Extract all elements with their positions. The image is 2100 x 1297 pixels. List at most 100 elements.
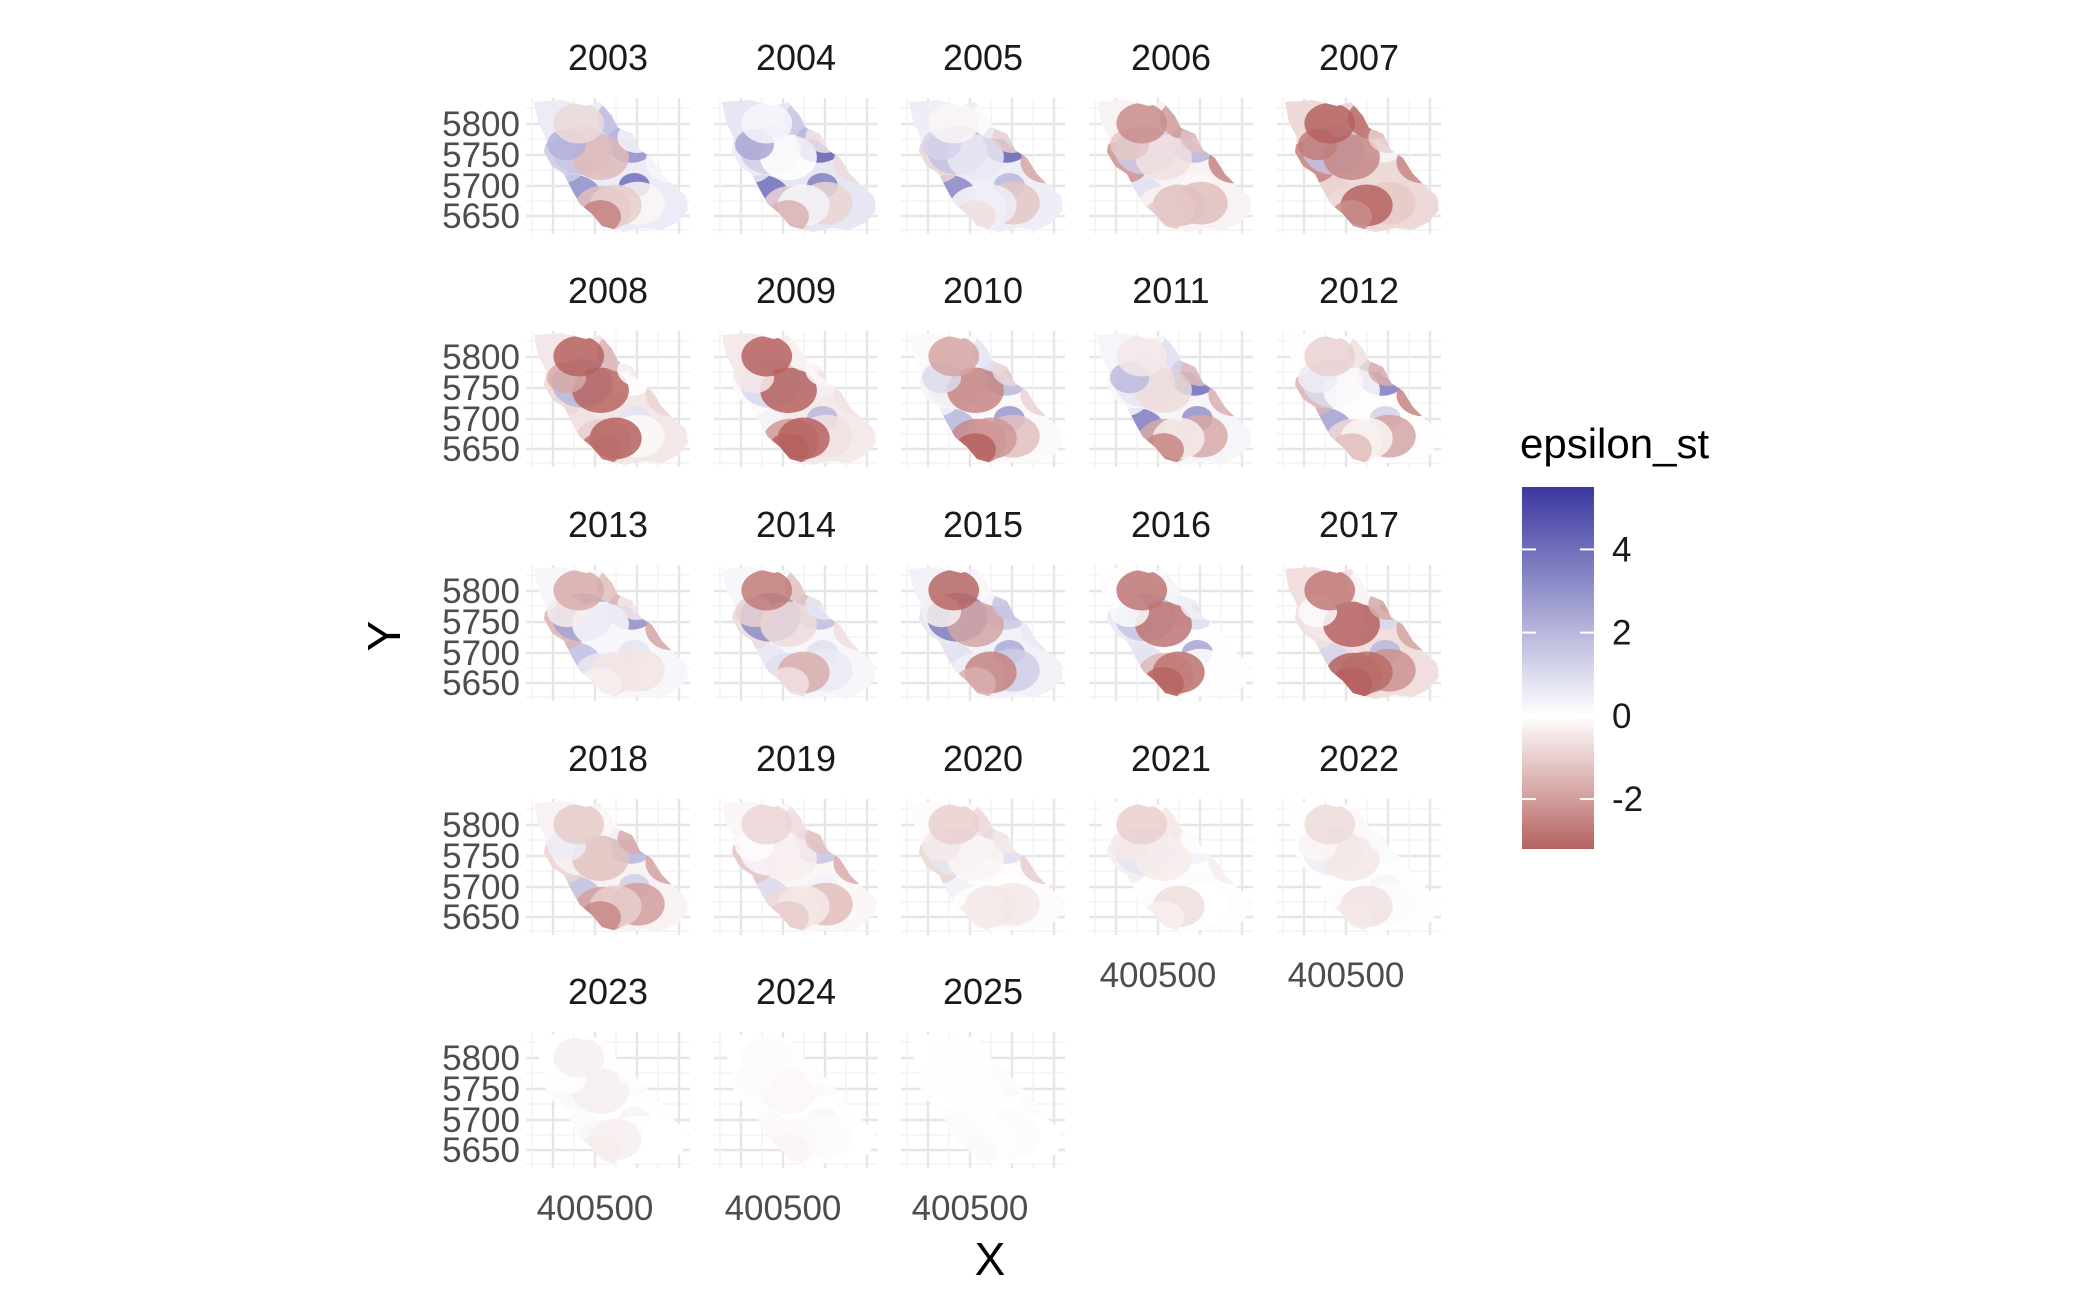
y-tick-label: 5700 — [442, 634, 520, 673]
x-tick-label: 400500 — [537, 1189, 654, 1228]
legend-ticks: 4 2 0 -2 — [1522, 530, 1643, 819]
heatmap-cell — [1135, 134, 1192, 181]
y-tick-label: 5650 — [442, 430, 520, 469]
facet-panel: 2012 — [1277, 270, 1441, 467]
heatmap-cell — [928, 570, 980, 611]
y-tick-label: 5700 — [442, 868, 520, 907]
facet-strip-label: 2015 — [943, 504, 1023, 545]
heatmap-cell — [1323, 601, 1380, 648]
y-tick-label: 5650 — [442, 197, 520, 236]
facet-strip-label: 2005 — [943, 37, 1023, 78]
y-axis-title: Y — [358, 621, 410, 652]
facet-strip-label: 2025 — [943, 971, 1023, 1012]
facet-panel: 2017 — [1277, 504, 1441, 701]
y-tick-label: 5800 — [442, 338, 520, 377]
facet-strip-label: 2018 — [568, 738, 648, 779]
heatmap-cell — [1116, 804, 1168, 845]
heatmap-cell — [760, 367, 817, 414]
facet-panel: 2015 — [901, 504, 1065, 701]
facet-strip-label: 2012 — [1319, 270, 1399, 311]
facet-panel: 2007 — [1277, 37, 1441, 234]
heatmap-cell — [1020, 1074, 1063, 1118]
facet-panel: 2016 — [1089, 504, 1253, 701]
x-tick-label: 400500 — [1100, 956, 1217, 995]
facet-strip-label: 2010 — [943, 270, 1023, 311]
legend-tick-label: 4 — [1612, 530, 1631, 569]
heatmap-cell — [928, 336, 980, 377]
facet-strip-label: 2022 — [1319, 738, 1399, 779]
heatmap-cell — [760, 601, 817, 648]
x-tick-label: 400500 — [1288, 956, 1405, 995]
y-tick-label: 5650 — [442, 1131, 520, 1170]
heatmap-cell — [553, 103, 605, 144]
heatmap-cell — [833, 373, 876, 417]
heatmap-cell — [1304, 570, 1356, 611]
heatmap-cell — [1396, 841, 1439, 885]
heatmap-cell — [1020, 607, 1063, 651]
heatmap-cell — [1020, 373, 1063, 417]
x-tick-label: 400500 — [725, 1189, 842, 1228]
facet-panel: 2004 — [714, 37, 878, 234]
facet-panel: 2014 — [714, 504, 878, 701]
facet-strip-label: 2017 — [1319, 504, 1399, 545]
facet-panel: 2020 — [901, 738, 1065, 935]
heatmap-cell — [553, 336, 605, 377]
heatmap-cell — [928, 1037, 980, 1078]
heatmap-cell — [741, 804, 793, 845]
facet-strip-label: 2016 — [1131, 504, 1211, 545]
y-tick-label: 5800 — [442, 1039, 520, 1078]
heatmap-cell — [833, 841, 876, 885]
heatmap-cell — [645, 607, 688, 651]
y-tick-label: 5750 — [442, 837, 520, 876]
heatmap-cell — [1116, 336, 1168, 377]
heatmap-cell — [1304, 804, 1356, 845]
heatmap-cell — [833, 1074, 876, 1118]
y-tick-label: 5800 — [442, 572, 520, 611]
heatmap-cell — [741, 1037, 793, 1078]
facet-strip-label: 2004 — [756, 37, 836, 78]
y-tick-label: 5700 — [442, 400, 520, 439]
heatmap-cell — [833, 607, 876, 651]
heatmap-cell — [1396, 607, 1439, 651]
facet-panel: 2022 400500 — [1277, 738, 1441, 995]
heatmap-cell — [1208, 607, 1251, 651]
heatmap-cell — [1208, 841, 1251, 885]
heatmap-cell — [572, 1068, 629, 1115]
heatmap-cell — [572, 367, 629, 414]
heatmap-cell — [1135, 601, 1192, 648]
heatmap-cell — [1020, 841, 1063, 885]
heatmap-cell — [928, 103, 980, 144]
facet-strip-label: 2006 — [1131, 37, 1211, 78]
facet-strip-label: 2019 — [756, 738, 836, 779]
heatmap-cell — [1116, 570, 1168, 611]
heatmap-cell — [1323, 367, 1380, 414]
heatmap-cell — [553, 1037, 605, 1078]
x-tick-label: 400500 — [912, 1189, 1029, 1228]
legend-tick-label: 0 — [1612, 697, 1631, 736]
heatmap-cell — [1208, 373, 1251, 417]
facet-strip-label: 2021 — [1131, 738, 1211, 779]
facet-panel: 2025 400500 — [901, 971, 1065, 1228]
heatmap-cell — [1323, 134, 1380, 181]
facet-strip-label: 2011 — [1132, 270, 1209, 311]
heatmap-field — [534, 333, 688, 465]
heatmap-cell — [572, 134, 629, 181]
heatmap-cell — [741, 336, 793, 377]
heatmap-cell — [645, 140, 688, 184]
heatmap-cell — [1304, 103, 1356, 144]
legend-tick-label: -2 — [1612, 780, 1643, 819]
y-tick-label: 5700 — [442, 1101, 520, 1140]
heatmap-cell — [553, 570, 605, 611]
heatmap-cell — [1396, 373, 1439, 417]
facet-panel: 2009 — [714, 270, 878, 467]
heatmap-cell — [1304, 336, 1356, 377]
y-tick-label: 5650 — [442, 664, 520, 703]
